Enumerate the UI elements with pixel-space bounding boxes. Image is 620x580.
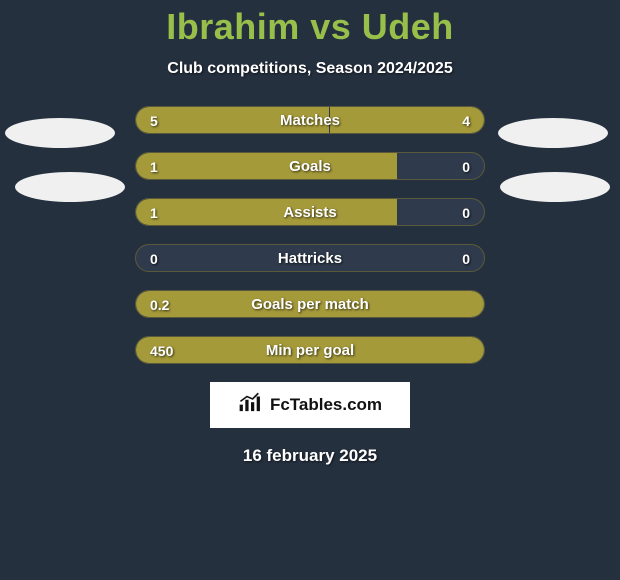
player-photo-right-1	[498, 118, 608, 148]
brand-chart-icon	[238, 392, 264, 419]
stat-row: Goals1 0	[135, 152, 485, 180]
stat-value-left: 1	[150, 153, 158, 180]
stat-row: Min per goal450	[135, 336, 485, 364]
player-photo-right-2	[500, 172, 610, 202]
stat-row: Matches5 4	[135, 106, 485, 134]
stat-row: Assists1 0	[135, 198, 485, 226]
stat-row: Hattricks0 0	[135, 244, 485, 272]
stat-value-right: 0	[462, 245, 470, 272]
stat-label: Hattricks	[136, 245, 484, 272]
comparison-block: Matches54Goals10Assists10Hattricks00Goal…	[0, 106, 620, 466]
date-text: 16 february 2025	[0, 446, 620, 466]
stat-label: Assists	[136, 199, 484, 226]
stat-label: Matches	[136, 107, 484, 134]
stat-value-left: 5	[150, 107, 158, 134]
stat-value-right: 4	[462, 107, 470, 134]
brand-badge: FcTables.com	[210, 382, 410, 428]
stat-bars: Matches54Goals10Assists10Hattricks00Goal…	[135, 106, 485, 364]
stat-value-left: 450	[150, 337, 173, 364]
stat-value-left: 0.2	[150, 291, 169, 318]
stat-row: Goals per match0.2	[135, 290, 485, 318]
subtitle: Club competitions, Season 2024/2025	[0, 60, 620, 78]
stat-value-left: 0	[150, 245, 158, 272]
page-title: Ibrahim vs Udeh	[0, 0, 620, 48]
player-photo-left-1	[5, 118, 115, 148]
brand-text: FcTables.com	[270, 395, 382, 415]
stat-value-left: 1	[150, 199, 158, 226]
stat-label: Min per goal	[136, 337, 484, 364]
stat-label: Goals per match	[136, 291, 484, 318]
player-photo-left-2	[15, 172, 125, 202]
stat-label: Goals	[136, 153, 484, 180]
stat-value-right: 0	[462, 199, 470, 226]
stat-value-right: 0	[462, 153, 470, 180]
